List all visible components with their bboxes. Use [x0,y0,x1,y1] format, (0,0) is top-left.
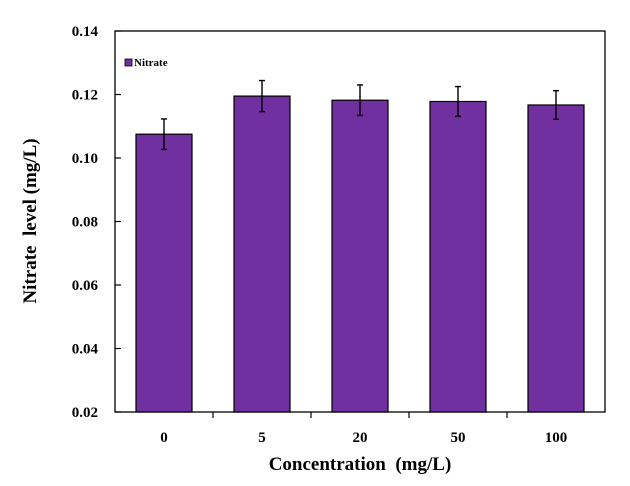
bar [527,104,585,413]
y-axis-title: Nitrate level (mg/L) [20,138,41,303]
bars-group [135,79,585,413]
y-tick-label: 0.12 [72,88,98,104]
y-tick-label: 0.04 [72,342,99,358]
legend: Nitrate [124,57,168,69]
bar [331,99,389,413]
x-axis-title: Concentration (mg/L) [269,454,452,475]
x-axis: 0 5 20 50 100 [160,412,567,446]
y-tick-label: 0.06 [72,278,99,294]
x-tick-label: 0 [160,430,168,446]
x-tick-label: 50 [451,430,466,446]
legend-label: Nitrate [134,57,168,69]
y-tick-label: 0.02 [72,405,98,421]
bar [233,95,291,413]
y-axis: 0.02 0.04 0.06 0.08 0.10 0.12 0.14 [72,24,121,421]
bar [429,100,487,413]
y-tick-label: 0.10 [72,151,98,167]
x-tick-label: 100 [545,430,568,446]
x-tick-label: 5 [258,430,266,446]
bar [135,133,193,413]
y-tick-label: 0.08 [72,215,98,231]
x-tick-label: 20 [353,430,368,446]
y-tick-label: 0.14 [72,24,99,40]
legend-swatch [124,58,133,67]
